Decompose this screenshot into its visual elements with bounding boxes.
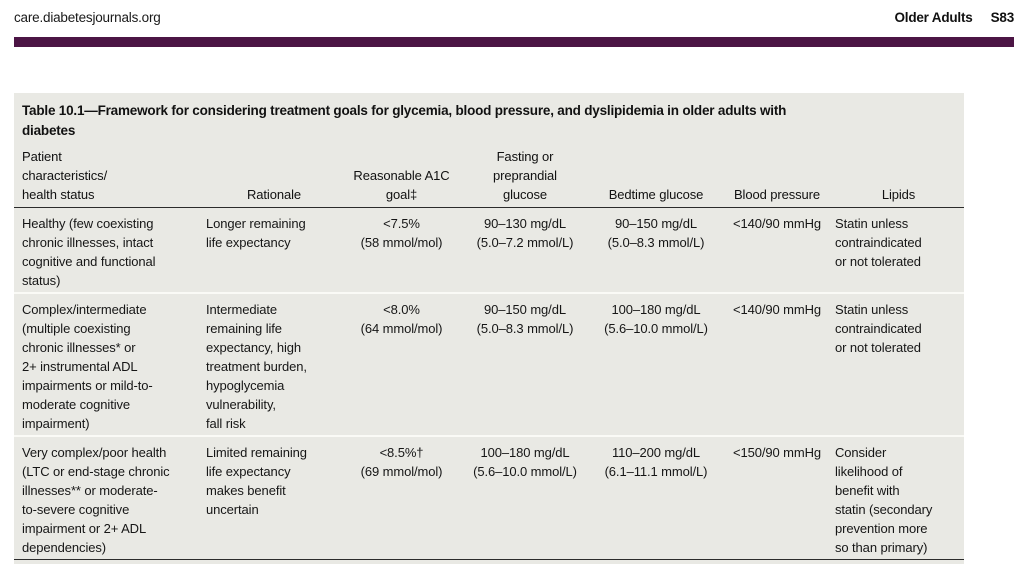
cell-a1c-goal: <8.0% (64 mmol/mol) — [344, 292, 459, 436]
cell-lipids: Statin unless contraindicated or not tol… — [835, 216, 922, 269]
col-header-bedtime-glucose: Bedtime glucose — [591, 147, 721, 208]
cell-bedtime-glucose: 100–180 mg/dL (5.6–10.0 mmol/L) — [591, 292, 721, 436]
cell-blood-pressure: <140/90 mmHg — [721, 292, 833, 436]
table-header-row: Patient characteristics/ health status R… — [14, 147, 964, 208]
framework-table: Patient characteristics/ health status R… — [14, 147, 964, 560]
col-header-patient-characteristics: Patient characteristics/ health status — [14, 147, 204, 208]
col-header-blood-pressure: Blood pressure — [721, 147, 833, 208]
cell-a1c-goal: <8.5%† (69 mmol/mol) — [344, 435, 459, 560]
table-row-very-complex-poor-health: Very complex/poor health (LTC or end-sta… — [14, 435, 964, 560]
page-number: S83 — [990, 10, 1015, 25]
table-10-1: Table 10.1—Framework for considering tre… — [14, 93, 964, 564]
cell-blood-pressure: <140/90 mmHg — [732, 216, 822, 231]
col-header-a1c-goal: Reasonable A1C goal‡ — [344, 147, 459, 208]
cell-blood-pressure: <150/90 mmHg — [721, 435, 833, 560]
cell-a1c-goal: <7.5% (58 mmol/mol) — [360, 216, 443, 250]
col-header-fasting-glucose: Fasting or preprandial glucose — [459, 147, 591, 208]
cell-lipids: Statin unless contraindicated or not tol… — [833, 292, 964, 436]
cell-rationale: Intermediate remaining life expectancy, … — [204, 292, 344, 436]
cell-health-status: Healthy (few coexisting chronic illnesse… — [22, 216, 156, 288]
cell-bedtime-glucose: 90–150 mg/dL (5.0–8.3 mmol/L) — [607, 216, 705, 250]
table-row-healthy: Healthy (few coexisting chronic illnesse… — [14, 208, 964, 294]
cell-health-status: Complex/intermediate (multiple coexistin… — [14, 292, 204, 436]
cell-fasting-glucose: 100–180 mg/dL (5.6–10.0 mmol/L) — [459, 435, 591, 560]
cell-fasting-glucose: 90–150 mg/dL (5.0–8.3 mmol/L) — [459, 292, 591, 436]
cell-health-status: Very complex/poor health (LTC or end-sta… — [14, 435, 204, 560]
col-header-rationale: Rationale — [204, 147, 344, 208]
journal-url: care.diabetesjournals.org — [14, 10, 161, 25]
cell-fasting-glucose: 90–130 mg/dL (5.0–7.2 mmol/L) — [476, 216, 574, 250]
section-title: Older Adults — [894, 10, 973, 25]
cell-rationale: Longer remaining life expectancy — [206, 216, 306, 250]
running-head: care.diabetesjournals.org Older Adults S… — [14, 10, 1014, 25]
header-divider-rule — [14, 37, 1014, 47]
col-header-lipids: Lipids — [833, 147, 964, 208]
table-title: Table 10.1—Framework for considering tre… — [22, 103, 787, 138]
table-row-complex-intermediate: Complex/intermediate (multiple coexistin… — [14, 292, 964, 436]
cell-bedtime-glucose: 110–200 mg/dL (6.1–11.1 mmol/L) — [591, 435, 721, 560]
cell-rationale: Limited remaining life expectancy makes … — [204, 435, 344, 560]
cell-lipids: Consider likelihood of benefit with stat… — [833, 435, 964, 560]
